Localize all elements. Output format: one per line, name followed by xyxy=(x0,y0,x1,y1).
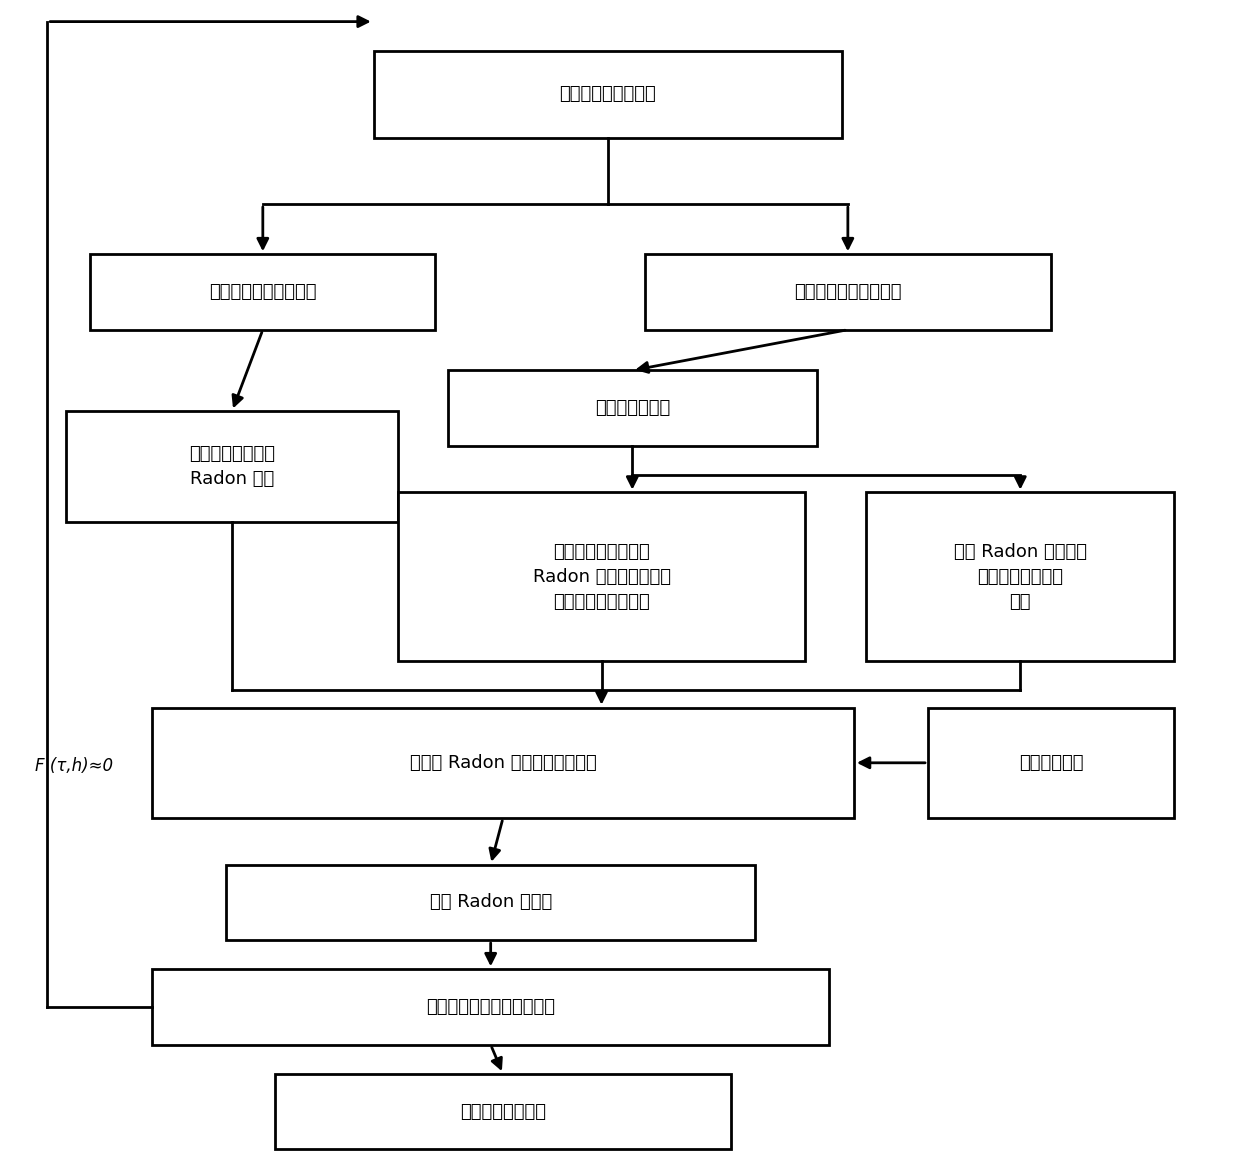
Bar xyxy=(226,864,755,940)
Text: 双曲 Radon 反变换: 双曲 Radon 反变换 xyxy=(429,893,552,911)
Text: 反馈循环法预测多次波: 反馈循环法预测多次波 xyxy=(210,283,316,301)
Bar xyxy=(153,970,830,1045)
Bar xyxy=(91,254,435,330)
Bar xyxy=(153,707,854,819)
Text: 预测多次波成分: 预测多次波成分 xyxy=(595,399,670,417)
Text: 预测反褶积预测多次波: 预测反褶积预测多次波 xyxy=(794,283,901,301)
Bar xyxy=(66,411,398,521)
Bar xyxy=(867,493,1174,662)
Text: 获取预测误差的双曲
Radon 变换（包含有效
波和长周期多次波）: 获取预测误差的双曲 Radon 变换（包含有效 波和长周期多次波） xyxy=(532,543,671,611)
Text: 自适应滤波器: 自适应滤波器 xyxy=(1019,754,1084,772)
Text: 在双曲 Radon 域获得多次波能量: 在双曲 Radon 域获得多次波能量 xyxy=(409,754,596,772)
Text: 双曲 Radon 变换（包
含中短周期的多次
波）: 双曲 Radon 变换（包 含中短周期的多次 波） xyxy=(954,543,1086,611)
Text: 预测多次波的双曲
Radon 变换: 预测多次波的双曲 Radon 变换 xyxy=(188,445,275,488)
Text: 原始浅地层剖面数据: 原始浅地层剖面数据 xyxy=(559,85,656,103)
Text: 多次波压制后数据: 多次波压制后数据 xyxy=(460,1103,546,1121)
Bar xyxy=(373,50,842,138)
Bar xyxy=(398,493,805,662)
Text: 原始数据与多次波模型相减: 原始数据与多次波模型相减 xyxy=(427,998,556,1016)
Bar xyxy=(275,1074,730,1150)
Bar xyxy=(928,707,1174,819)
Bar xyxy=(448,370,817,446)
Bar xyxy=(645,254,1052,330)
Text: F (τ,h)≈0: F (τ,h)≈0 xyxy=(35,756,113,775)
